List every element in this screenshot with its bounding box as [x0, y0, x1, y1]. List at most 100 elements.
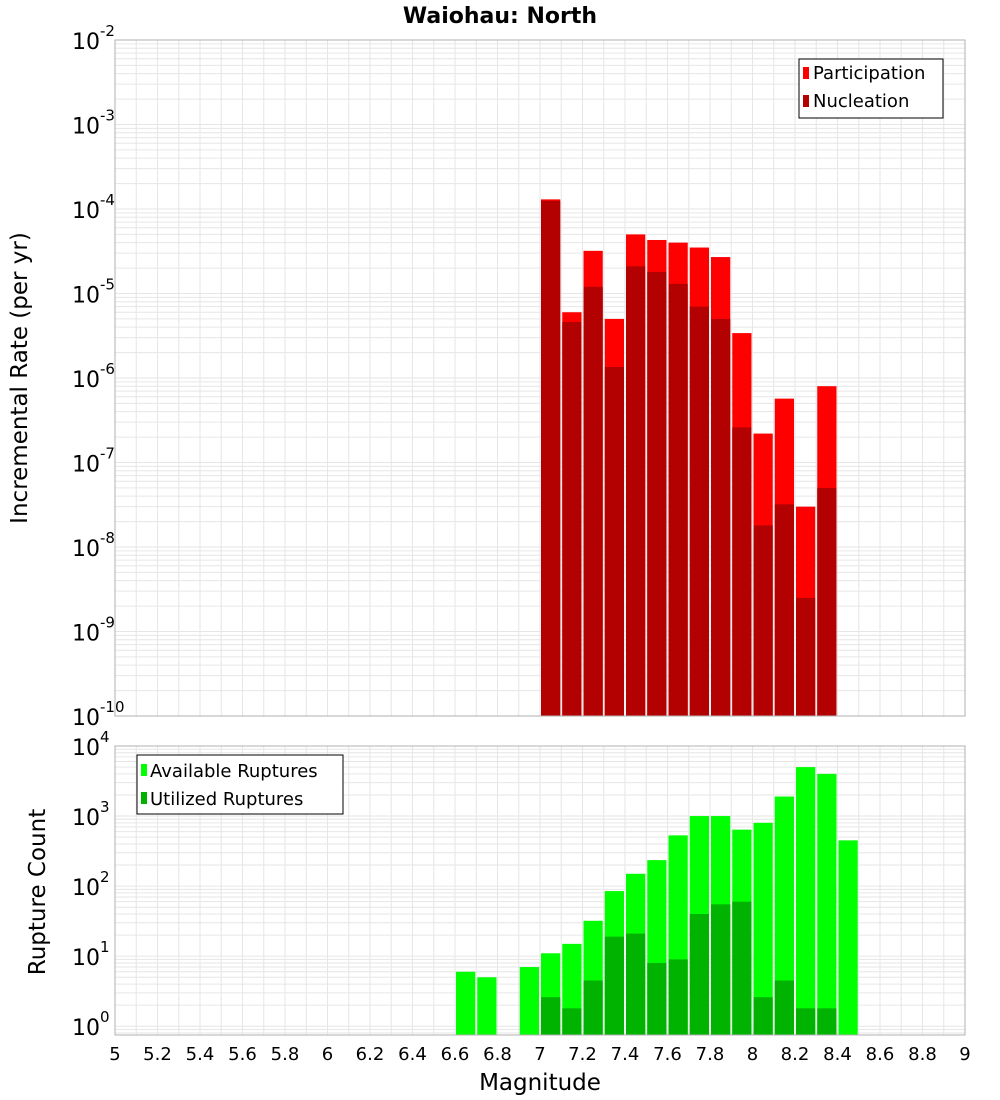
top-y-tick-exponent: -9: [100, 614, 115, 632]
bar-nucleation: [774, 504, 794, 716]
bottom-y-tick-exponent: 3: [100, 798, 110, 816]
bar-utilized-ruptures: [774, 980, 794, 1035]
top-legend: Participation Nucleation: [798, 58, 944, 119]
bar-available-ruptures: [774, 796, 794, 1035]
bar-utilized-ruptures: [647, 962, 667, 1035]
legend-label-utilized-ruptures: Utilized Ruptures: [150, 789, 303, 810]
top-y-tick-exponent: -2: [100, 22, 115, 40]
x-tick-label: 5: [109, 1044, 120, 1065]
top-y-tick-label: 10-2: [72, 22, 115, 55]
x-tick-label: 6.2: [356, 1044, 385, 1065]
x-tick-label: 5.8: [271, 1044, 300, 1065]
bar-available-ruptures: [838, 840, 858, 1035]
bottom-y-tick-label: 103: [72, 798, 110, 831]
x-tick-label: 6.6: [441, 1044, 470, 1065]
bottom-y-tick-label: 101: [72, 938, 110, 971]
x-tick-label: 8.2: [781, 1044, 810, 1065]
top-y-tick-exponent: -5: [100, 276, 115, 294]
bar-nucleation: [817, 487, 837, 716]
x-tick-label: 5.6: [228, 1044, 257, 1065]
bar-utilized-ruptures: [668, 959, 688, 1035]
top-y-tick-exponent: -3: [100, 107, 115, 125]
bottom-plot-frame: [114, 745, 966, 1036]
top-y-tick-exponent: -10: [100, 698, 125, 716]
bar-nucleation: [753, 525, 773, 716]
bar-available-ruptures: [796, 767, 816, 1035]
x-tick-labels: 5 5.2 5.4 5.6 5.8 6 6.2 6.4 6.6 6.8 7 7.2 7.4 7.6 7.8 8…: [109, 1044, 970, 1065]
top-y-tick-label: 10-3: [72, 107, 115, 140]
x-tick-label: 7.8: [696, 1044, 725, 1065]
x-tick-label: 7.6: [653, 1044, 682, 1065]
bar-available-ruptures: [753, 822, 773, 1035]
bar-utilized-ruptures: [817, 1008, 837, 1035]
x-tick-label: 9: [959, 1044, 970, 1065]
top-y-tick-label: 10-7: [72, 445, 115, 478]
bottom-y-tick-label: 100: [72, 1008, 110, 1041]
bottom-y-axis-label: Rupture Count: [25, 809, 51, 975]
top-y-tick-exponent: -7: [100, 445, 115, 463]
chart-title: Waiohau: North: [403, 4, 597, 29]
legend-swatch-participation: [803, 67, 809, 79]
bottom-y-tick-label: 102: [72, 868, 110, 901]
bar-utilized-ruptures: [796, 1008, 816, 1035]
bar-nucleation: [711, 318, 731, 716]
bar-utilized-ruptures: [583, 980, 603, 1035]
x-tick-label: 7: [534, 1044, 545, 1065]
bar-available-ruptures: [519, 967, 539, 1035]
x-tick-label: 8: [747, 1044, 758, 1065]
bar-utilized-ruptures: [604, 936, 624, 1035]
top-y-tick-label: 10-8: [72, 529, 115, 562]
x-tick-label: 8.6: [866, 1044, 895, 1065]
x-tick-label: 6: [322, 1044, 333, 1065]
bar-nucleation: [647, 271, 667, 716]
bar-nucleation: [796, 597, 816, 716]
bar-utilized-ruptures: [541, 997, 561, 1035]
top-plot-bars: [541, 199, 837, 717]
top-y-tick-label: 10-5: [72, 276, 115, 309]
bottom-y-tick-exponent: 0: [100, 1008, 110, 1026]
bar-nucleation: [689, 306, 709, 716]
x-tick-label: 6.4: [398, 1044, 427, 1065]
top-plot-frame: [114, 39, 966, 717]
bottom-y-tick-exponent: 1: [100, 938, 110, 956]
x-tick-label: 6.8: [483, 1044, 512, 1065]
bar-available-ruptures: [817, 773, 837, 1035]
top-y-axis-label: Incremental Rate (per yr): [7, 232, 33, 524]
top-y-tick-label: 10-6: [72, 360, 115, 393]
legend-swatch-utilized-ruptures: [141, 792, 147, 804]
top-plot-grid: [114, 39, 966, 717]
bar-utilized-ruptures: [753, 997, 773, 1035]
x-tick-label: 7.2: [568, 1044, 597, 1065]
bottom-legend-box: [136, 754, 344, 815]
top-y-tick-label: 10-9: [72, 614, 115, 647]
legend-label-participation: Participation: [813, 63, 925, 84]
bar-utilized-ruptures: [689, 914, 709, 1035]
legend-swatch-available-ruptures: [141, 764, 147, 776]
top-y-tick-exponent: -4: [100, 191, 115, 209]
bar-utilized-ruptures: [711, 904, 731, 1035]
x-axis-label: Magnitude: [479, 1070, 601, 1096]
bottom-legend: Available Ruptures Utilized Ruptures: [136, 754, 344, 815]
bar-nucleation: [541, 200, 561, 717]
x-tick-label: 5.4: [186, 1044, 215, 1065]
bar-available-ruptures: [477, 977, 497, 1035]
x-tick-label: 8.4: [823, 1044, 852, 1065]
legend-swatch-nucleation: [803, 95, 809, 107]
bottom-plot-bars: [456, 767, 858, 1035]
top-y-tick-label: 10-10: [72, 698, 125, 731]
bar-nucleation: [732, 427, 752, 716]
x-tick-label: 5.2: [143, 1044, 172, 1065]
bar-utilized-ruptures: [562, 1008, 582, 1035]
legend-label-available-ruptures: Available Ruptures: [150, 761, 318, 782]
top-y-tick-exponent: -6: [100, 360, 115, 378]
bottom-y-tick-label: 104: [72, 728, 110, 761]
bar-nucleation: [583, 286, 603, 716]
bar-utilized-ruptures: [626, 933, 646, 1035]
top-y-tick-label: 10-4: [72, 191, 115, 224]
bar-nucleation: [604, 366, 624, 716]
bar-nucleation: [562, 321, 582, 716]
x-tick-label: 7.4: [611, 1044, 640, 1065]
